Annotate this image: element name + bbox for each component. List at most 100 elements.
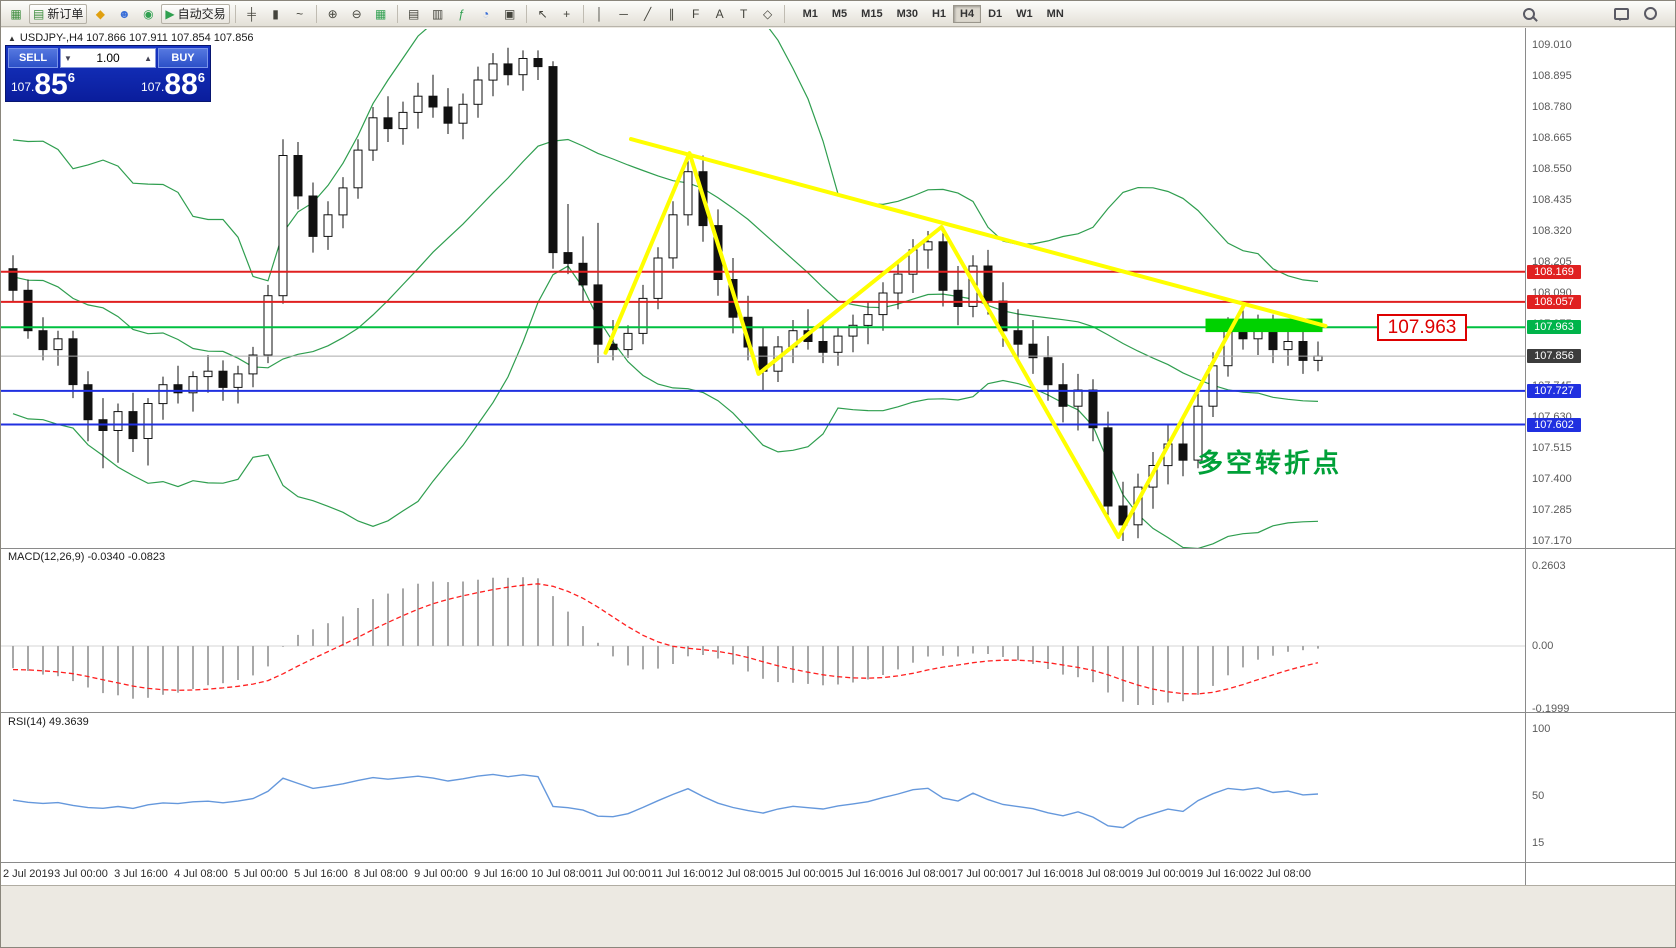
time-axis-label: 3 Jul 00:00 bbox=[54, 868, 108, 880]
rsi-axis-label: 50 bbox=[1532, 790, 1545, 802]
new-order-button-label: 新订单 bbox=[47, 7, 84, 21]
periods-icon[interactable]: ◔ bbox=[475, 4, 497, 24]
timeframe-mn[interactable]: MN bbox=[1040, 5, 1071, 23]
time-axis-label: 4 Jul 08:00 bbox=[174, 868, 228, 880]
price-axis-column[interactable]: 109.010 108.895 108.780 108.665 108.550 108.4… bbox=[1525, 28, 1675, 885]
timeframe-h4[interactable]: H4 bbox=[953, 4, 982, 23]
time-axis-label: 22 Jul 08:00 bbox=[1251, 868, 1311, 880]
crosshair-icon[interactable]: + bbox=[556, 4, 578, 24]
text-icon-glyph: A bbox=[715, 6, 724, 21]
price-badge-resistance-1: 108.169 bbox=[1527, 265, 1581, 279]
collapse-triangle-icon[interactable]: ▲ bbox=[8, 33, 16, 43]
volume-decrease-icon[interactable]: ▼ bbox=[64, 53, 72, 63]
toolbar-separator bbox=[525, 4, 527, 23]
bar-chart-icon-glyph: ╪ bbox=[247, 6, 256, 21]
trendline-icon[interactable]: ╱ bbox=[637, 4, 659, 24]
templates-icon[interactable]: ▣ bbox=[499, 4, 521, 24]
vertical-line-icon[interactable]: │ bbox=[589, 4, 611, 24]
sell-price-big: 85 bbox=[34, 68, 68, 101]
timeframe-h1[interactable]: H1 bbox=[925, 5, 953, 23]
timeframe-w1[interactable]: W1 bbox=[1009, 5, 1040, 23]
sell-price-main: 107. bbox=[11, 80, 35, 94]
toolbar-separator bbox=[315, 4, 317, 23]
volume-value: 1.00 bbox=[96, 51, 120, 65]
time-axis-label: 19 Jul 16:00 bbox=[1191, 868, 1251, 880]
strategy-tester-icon-glyph: ▦ bbox=[374, 6, 387, 21]
auto-trading-button[interactable]: ▶ 自动交易 bbox=[161, 3, 230, 24]
line-chart-icon-glyph: ~ bbox=[296, 6, 304, 21]
indicators-icon-glyph: ƒ bbox=[458, 6, 465, 21]
bottom-strip bbox=[1, 885, 1675, 947]
vertical-line-icon-glyph: │ bbox=[595, 6, 604, 21]
timeframe-d1[interactable]: D1 bbox=[981, 5, 1009, 23]
sell-price-button[interactable]: 107. 85 6 bbox=[11, 68, 75, 101]
fibonacci-icon-glyph: F bbox=[691, 6, 700, 21]
price-callout[interactable]: 107.963 bbox=[1377, 314, 1467, 341]
buy-price-button[interactable]: 107. 88 6 bbox=[141, 70, 205, 100]
zoom-out-icon[interactable]: ⊖ bbox=[346, 4, 368, 24]
sell-button[interactable]: SELL bbox=[8, 48, 58, 68]
profiles-icon-glyph: ▥ bbox=[431, 6, 444, 21]
pivot-annotation[interactable]: 多空转折点 bbox=[1197, 448, 1343, 478]
channel-icon[interactable]: ∥ bbox=[661, 4, 683, 24]
new-order-button[interactable]: ▤ 新订单 bbox=[29, 3, 88, 24]
macd-axis-label: 0.2603 bbox=[1532, 560, 1566, 572]
label-icon[interactable]: T bbox=[733, 4, 755, 24]
auto-trading-button-glyph: ▶ bbox=[165, 6, 175, 21]
main-chart[interactable] bbox=[1, 29, 1525, 548]
macd-axis-label: 0.00 bbox=[1532, 640, 1554, 652]
panel-separator-macd[interactable] bbox=[1, 548, 1675, 549]
autotrade-status-icon-glyph: ◉ bbox=[143, 6, 154, 21]
zoom-in-icon[interactable]: ⊕ bbox=[322, 4, 344, 24]
candlestick-chart-icon[interactable]: ▮ bbox=[265, 4, 287, 24]
mql5-icon[interactable]: ◆ bbox=[89, 4, 111, 24]
new-order-button-glyph: ▤ bbox=[33, 6, 45, 21]
periods-icon-glyph: ◔ bbox=[481, 6, 490, 21]
community-icon[interactable]: ☻ bbox=[113, 4, 135, 24]
symbol-info: ▲ USDJPY-,H4 107.866 107.911 107.854 107… bbox=[8, 32, 254, 44]
text-icon[interactable]: A bbox=[709, 4, 731, 24]
time-axis-label: 11 Jul 00:00 bbox=[591, 868, 651, 880]
time-axis-label: 2 Jul 2019 bbox=[3, 868, 54, 880]
cursor-icon[interactable]: ↖ bbox=[532, 4, 554, 24]
horizontal-line-icon[interactable]: ─ bbox=[613, 4, 635, 24]
timeframe-m5[interactable]: M5 bbox=[825, 5, 854, 23]
timeframe-m1[interactable]: M1 bbox=[796, 5, 825, 23]
panel-separator-rsi[interactable] bbox=[1, 712, 1675, 713]
rsi-chart[interactable] bbox=[1, 713, 1525, 862]
timeframe-m15[interactable]: M15 bbox=[854, 5, 889, 23]
price-badge-current-price: 107.856 bbox=[1527, 349, 1581, 363]
shapes-icon[interactable]: ◇ bbox=[757, 4, 779, 24]
search-icon[interactable] bbox=[1518, 4, 1540, 24]
buy-price-pip: 6 bbox=[197, 70, 205, 85]
timeframe-m30[interactable]: M30 bbox=[890, 5, 925, 23]
profiles-icon[interactable]: ▥ bbox=[427, 4, 449, 24]
notifications-icon[interactable] bbox=[1639, 4, 1661, 24]
price-badge-support-1: 107.727 bbox=[1527, 384, 1581, 398]
volume-increase-icon[interactable]: ▲ bbox=[144, 53, 152, 63]
time-axis-label: 3 Jul 16:00 bbox=[114, 868, 168, 880]
candlestick-chart-icon-glyph: ▮ bbox=[272, 6, 279, 21]
time-axis[interactable]: 2 Jul 2019 3 Jul 00:00 3 Jul 16:00 4 Jul 08… bbox=[1, 863, 1525, 885]
price-axis-label: 107.515 bbox=[1532, 442, 1572, 454]
macd-axis-label: -0.1999 bbox=[1532, 703, 1570, 715]
strategy-tester-icon[interactable]: ▦ bbox=[370, 4, 392, 24]
new-chart-icon[interactable]: ▤ bbox=[403, 4, 425, 24]
fibonacci-icon[interactable]: F bbox=[685, 4, 707, 24]
line-chart-icon[interactable]: ~ bbox=[289, 4, 311, 24]
time-axis-label: 11 Jul 16:00 bbox=[651, 868, 711, 880]
price-axis-label: 108.320 bbox=[1532, 225, 1572, 237]
rsi-header: RSI(14) 49.3639 bbox=[8, 716, 89, 728]
time-axis-label: 19 Jul 00:00 bbox=[1131, 868, 1191, 880]
volume-input[interactable]: ▼ 1.00 ▲ bbox=[60, 48, 156, 68]
macd-chart[interactable] bbox=[1, 549, 1525, 712]
price-axis-label: 107.400 bbox=[1532, 473, 1572, 485]
dot-glyph bbox=[1643, 7, 1657, 20]
indicators-icon[interactable]: ƒ bbox=[451, 4, 473, 24]
app-menu-icon[interactable]: ▦ bbox=[5, 4, 27, 24]
bar-chart-icon[interactable]: ╪ bbox=[241, 4, 263, 24]
autotrade-status-icon[interactable]: ◉ bbox=[137, 4, 159, 24]
templates-icon-glyph: ▣ bbox=[503, 6, 516, 21]
buy-button[interactable]: BUY bbox=[158, 48, 208, 68]
chat-icon[interactable] bbox=[1610, 4, 1633, 24]
